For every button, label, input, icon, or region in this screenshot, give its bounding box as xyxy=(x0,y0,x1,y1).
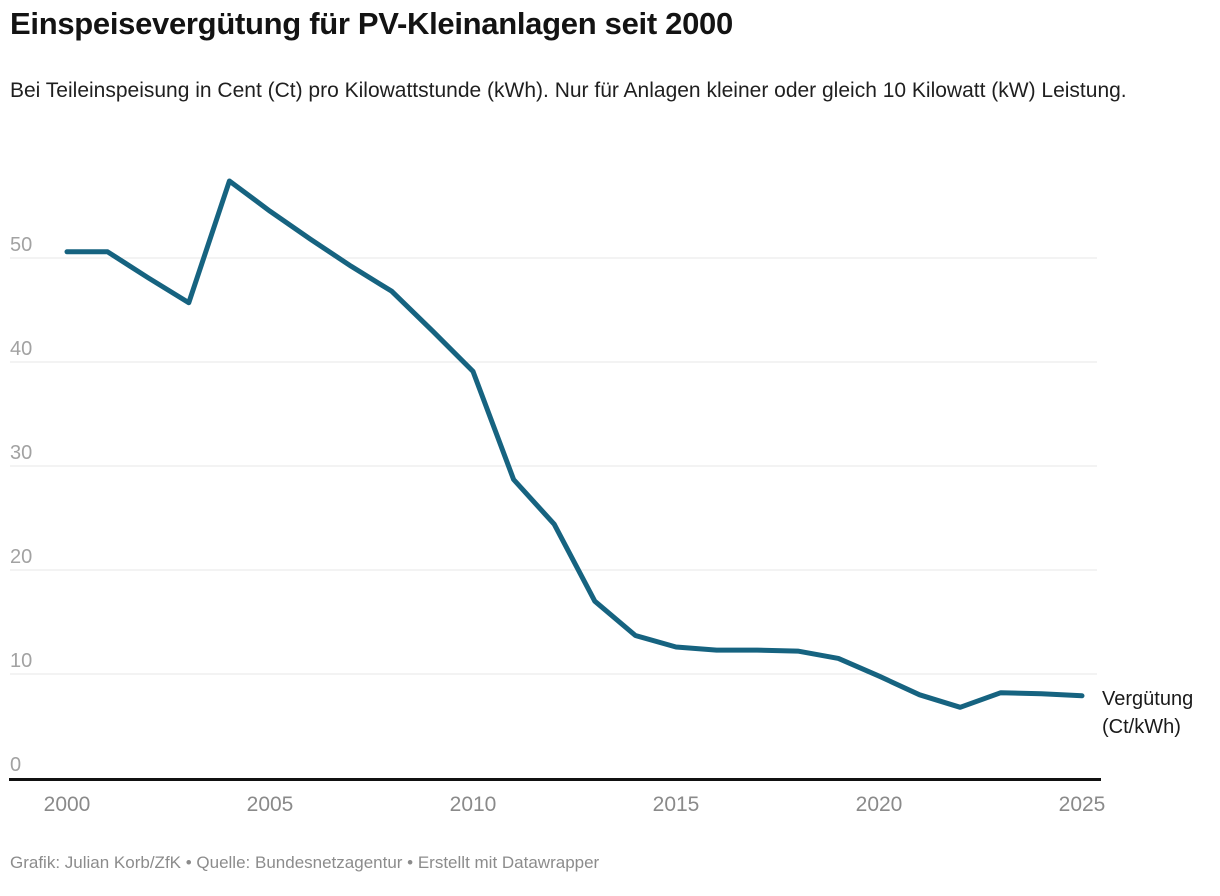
chart-subtitle: Bei Teileinspeisung in Cent (Ct) pro Kil… xyxy=(10,79,1127,102)
y-tick-label-30: 30 xyxy=(10,442,32,464)
x-tick-label-2005: 2005 xyxy=(247,793,294,816)
series-line-label-line1: Vergütung xyxy=(1102,688,1194,710)
series-line-label: Vergütung (Ct/kWh) xyxy=(1102,685,1193,741)
y-tick-label-10: 10 xyxy=(10,650,32,672)
chart-footer-credit: Grafik: Julian Korb/ZfK • Quelle: Bundes… xyxy=(10,853,600,872)
x-tick-label-2015: 2015 xyxy=(653,793,700,816)
y-tick-label-0: 0 xyxy=(10,754,21,776)
chart-title: Einspeisevergütung für PV-Kleinanlagen s… xyxy=(10,6,733,41)
y-tick-label-20: 20 xyxy=(10,546,32,568)
series-line-label-line2: (Ct/kWh) xyxy=(1102,716,1181,738)
x-tick-label-2025: 2025 xyxy=(1059,793,1106,816)
x-tick-label-2020: 2020 xyxy=(856,793,903,816)
x-tick-label-2010: 2010 xyxy=(450,793,497,816)
y-tick-label-40: 40 xyxy=(10,338,32,360)
x-tick-label-2000: 2000 xyxy=(44,793,91,816)
y-tick-label-50: 50 xyxy=(10,234,32,256)
data-line-verguetung xyxy=(64,178,1085,710)
